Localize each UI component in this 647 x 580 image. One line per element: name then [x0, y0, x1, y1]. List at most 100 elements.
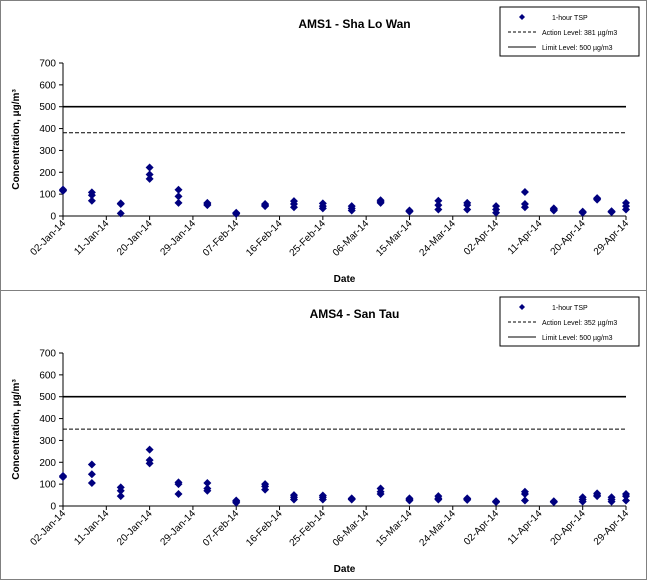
- data-point: [174, 198, 183, 207]
- data-point: [145, 163, 154, 172]
- legend-swatch-tsp: [519, 304, 525, 310]
- data-point: [376, 484, 385, 493]
- legend-label: Limit Level: 500 µg/m3: [542, 335, 613, 342]
- legend-label: Action Level: 352 µg/m3: [542, 320, 617, 327]
- x-tick-label: 29-Jan-14: [158, 508, 198, 548]
- x-tick-label: 16-Feb-14: [244, 218, 285, 259]
- data-point: [593, 489, 602, 498]
- y-tick-label: 300: [39, 436, 56, 447]
- x-tick-label: 20-Apr-14: [549, 508, 589, 548]
- data-point: [520, 487, 529, 496]
- data-point: [578, 207, 587, 216]
- chart-title: AMS1 - Sha Lo Wan: [298, 17, 410, 31]
- y-tick-label: 600: [39, 80, 56, 91]
- data-point: [520, 199, 529, 208]
- data-point: [607, 493, 616, 502]
- data-point: [463, 494, 472, 503]
- data-point: [145, 456, 154, 465]
- y-tick-label: 400: [39, 414, 56, 425]
- y-tick-label: 200: [39, 168, 56, 179]
- x-tick-label: 11-Apr-14: [506, 218, 545, 257]
- x-tick-label: 02-Apr-14: [462, 218, 502, 258]
- y-tick-label: 0: [50, 212, 56, 223]
- legend-label: Limit Level: 500 µg/m3: [542, 45, 613, 52]
- x-tick-label: 07-Feb-14: [201, 508, 242, 549]
- data-point: [434, 492, 443, 501]
- x-tick-label: 20-Jan-14: [115, 508, 155, 548]
- legend-label: 1-hour TSP: [552, 15, 588, 22]
- x-tick-label: 29-Jan-14: [158, 218, 198, 258]
- x-tick-label: 02-Apr-14: [462, 508, 502, 548]
- data-point: [116, 483, 125, 492]
- x-tick-label: 07-Feb-14: [201, 218, 242, 259]
- data-point: [347, 494, 356, 503]
- data-point: [520, 496, 529, 505]
- data-point: [174, 185, 183, 194]
- data-point: [174, 192, 183, 201]
- x-tick-label: 25-Feb-14: [288, 218, 329, 259]
- data-point: [318, 199, 327, 208]
- data-point: [622, 198, 630, 207]
- data-point: [116, 492, 125, 501]
- data-point: [203, 479, 212, 488]
- y-tick-label: 100: [39, 190, 56, 201]
- data-point: [116, 209, 125, 218]
- data-point: [405, 206, 414, 215]
- x-axis-title: Date: [334, 274, 356, 285]
- y-tick-label: 100: [39, 480, 56, 491]
- data-point: [549, 204, 558, 213]
- data-point: [289, 197, 298, 206]
- y-axis-title: Concentration, μg/m³: [11, 89, 22, 190]
- data-point: [174, 489, 183, 498]
- x-tick-label: 11-Jan-14: [72, 218, 111, 257]
- data-point: [145, 174, 154, 183]
- x-tick-label: 02-Jan-14: [29, 218, 69, 258]
- x-tick-label: 24-Mar-14: [417, 218, 458, 259]
- data-point: [232, 496, 241, 505]
- data-point: [116, 199, 125, 208]
- data-point: [87, 188, 96, 197]
- data-point: [87, 479, 96, 488]
- data-point: [59, 471, 67, 480]
- data-point: [203, 198, 212, 207]
- data-point: [622, 489, 630, 498]
- data-point: [87, 196, 96, 205]
- data-point: [232, 208, 241, 217]
- y-tick-label: 700: [39, 349, 56, 360]
- data-point: [87, 460, 96, 469]
- y-tick-label: 500: [39, 392, 56, 403]
- y-tick-label: 600: [39, 370, 56, 381]
- chart-panel-ams4: AMS4 - San Tau 0 100 200 300 400 500 600 700 02-J…: [0, 290, 647, 580]
- x-tick-label: 24-Mar-14: [417, 508, 458, 549]
- x-tick-label: 06-Mar-14: [331, 218, 372, 259]
- data-point: [261, 480, 270, 489]
- x-tick-label: 06-Mar-14: [331, 508, 372, 549]
- data-point: [463, 198, 472, 207]
- data-point: [145, 445, 154, 454]
- data-point: [578, 493, 587, 502]
- legend-label: Action Level: 381 µg/m3: [542, 30, 617, 37]
- data-point: [549, 497, 558, 506]
- data-point: [87, 470, 96, 479]
- x-tick-label: 11-Apr-14: [506, 508, 545, 547]
- data-point: [376, 196, 385, 205]
- data-point: [593, 194, 602, 203]
- y-tick-label: 300: [39, 146, 56, 157]
- x-tick-label: 16-Feb-14: [244, 508, 285, 549]
- data-point: [145, 170, 154, 179]
- x-tick-label: 15-Mar-14: [374, 508, 415, 549]
- legend-label: 1-hour TSP: [552, 305, 588, 312]
- data-point: [434, 201, 443, 210]
- y-tick-label: 500: [39, 102, 56, 113]
- chart-title: AMS4 - San Tau: [310, 307, 400, 321]
- data-point: [318, 491, 327, 500]
- data-point: [492, 202, 501, 211]
- x-tick-label: 20-Jan-14: [115, 218, 155, 258]
- x-tick-label: 25-Feb-14: [288, 508, 329, 549]
- data-point: [174, 478, 183, 487]
- data-point: [434, 196, 443, 205]
- y-tick-label: 400: [39, 124, 56, 135]
- y-tick-label: 0: [50, 502, 56, 513]
- y-tick-label: 700: [39, 59, 56, 70]
- data-point: [289, 491, 298, 500]
